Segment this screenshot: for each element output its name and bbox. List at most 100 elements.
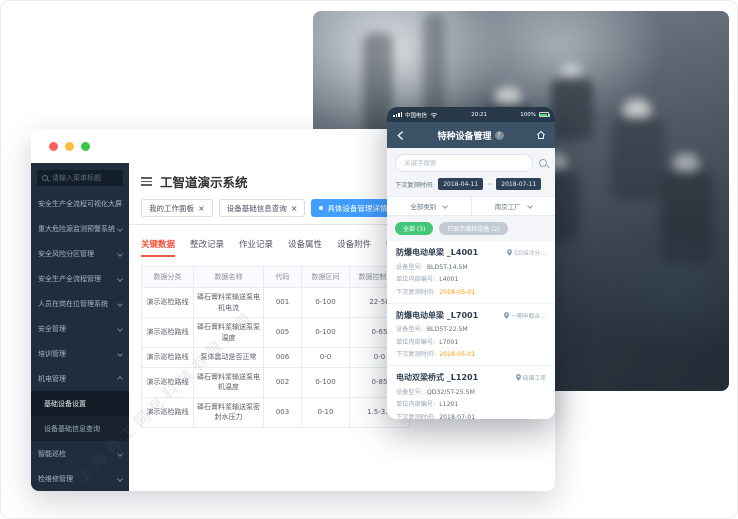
phone-body: 下次复测时间: 2018-04-11 ~ 2018-07-11 全部类别 南京工… bbox=[387, 148, 555, 419]
sidebar-item-training-mgmt[interactable]: 培训管理 bbox=[31, 341, 129, 366]
keyword-search-box[interactable] bbox=[395, 154, 533, 172]
location-pin-icon bbox=[515, 374, 521, 381]
cell: 演示巡检路线 bbox=[141, 317, 194, 348]
tab-device-accessories[interactable]: 设备附件 bbox=[337, 240, 372, 250]
table-header-row: 数据分类 数据名称 代码 数据区间 数据控制区间 bbox=[141, 266, 410, 288]
equipment-list: 防爆电动单梁 _L4001 CO深冷分… 设备型号: BLD5T-14.5M bbox=[387, 241, 555, 419]
open-tab-chips: 我的工作面板 设备基础信息查询 具体设备管理详情 bbox=[129, 196, 555, 225]
search-icon bbox=[42, 175, 48, 181]
help-badge-icon[interactable]: ? bbox=[494, 130, 504, 140]
main-header: 工智道演示系统 bbox=[129, 163, 555, 196]
chevron-down-icon bbox=[117, 250, 123, 257]
sidebar-item-safety-process[interactable]: 安全生产全流程管理 bbox=[31, 266, 129, 291]
close-icon[interactable] bbox=[291, 204, 298, 213]
sidebar-item-label: 设备基础信息查询 bbox=[44, 424, 100, 433]
col-header: 数据分类 bbox=[141, 266, 194, 288]
tab-work-records[interactable]: 作业记录 bbox=[239, 240, 274, 250]
category-dropdown[interactable]: 全部类别 bbox=[387, 197, 471, 215]
retest-date-filter: 下次复测时间: 2018-04-11 ~ 2018-07-11 bbox=[387, 177, 555, 196]
unit-code-line: 单位内部编号: L4001 bbox=[396, 274, 546, 283]
field-value: 2018-05-01 bbox=[439, 288, 476, 296]
date-from-button[interactable]: 2018-04-11 bbox=[438, 178, 484, 190]
sidebar-item-smart-inspection[interactable]: 智能巡检 bbox=[31, 441, 129, 466]
cell: 003 bbox=[263, 396, 302, 428]
field-value: 2018-07-01 bbox=[439, 413, 476, 420]
sidebar-subitem-device-info-query[interactable]: 设备基础信息查询 bbox=[31, 416, 129, 441]
main-content: 工智道演示系统 我的工作面板 设备基础信息查询 具体设备管理详情 bbox=[129, 163, 555, 491]
back-arrow-icon[interactable] bbox=[396, 130, 405, 140]
field-label: 下次复测时间: bbox=[396, 351, 436, 358]
zoom-window-dot[interactable] bbox=[81, 141, 90, 151]
chip-due-only[interactable]: 只显示临检设备 (2) bbox=[439, 222, 508, 235]
date-to-button[interactable]: 2018-07-11 bbox=[496, 178, 542, 190]
menu-search-input[interactable] bbox=[52, 174, 114, 182]
equipment-title: 防爆电动单梁 _L7001 bbox=[396, 310, 479, 320]
card-header: 电动双梁桥式 _L1201 硫磺工序 bbox=[396, 372, 546, 383]
tab-chip-workboard[interactable]: 我的工作面板 bbox=[141, 199, 213, 217]
tab-chip-label: 设备基础信息查询 bbox=[226, 203, 287, 213]
equipment-card[interactable]: 电动双梁桥式 _L1201 硫磺工序 设备型号: QD32/5T-25.5M bbox=[387, 366, 555, 419]
tab-key-data[interactable]: 关键数据 bbox=[141, 238, 176, 257]
sidebar-item-label: 重大危险源监测预警系统 bbox=[38, 224, 115, 233]
chevron-down-icon bbox=[117, 475, 123, 482]
sidebar-item-safety-mgmt[interactable]: 安全管理 bbox=[31, 316, 129, 341]
sidebar-subitem-basic-device-setup[interactable]: 基础设备设置 bbox=[31, 391, 129, 416]
tab-device-attributes[interactable]: 设备属性 bbox=[288, 240, 323, 250]
sidebar-item-visual-screen[interactable]: 安全生产全流程可视化大屏 bbox=[31, 191, 129, 216]
cell: 磷石膏料浆输送泵泵温度 bbox=[193, 317, 264, 348]
sidebar-item-personnel-onduty[interactable]: 人员在岗在位管理系统 bbox=[31, 291, 129, 316]
field-value: 2018-05-01 bbox=[439, 351, 476, 358]
card-header: 防爆电动单梁 _L4001 CO深冷分… bbox=[396, 247, 546, 258]
sidebar-item-label: 机电管理 bbox=[38, 374, 66, 383]
tab-chip-label: 我的工作面板 bbox=[149, 203, 194, 213]
sidebar-item-label: 基础设备设置 bbox=[44, 399, 86, 408]
field-label: 设备型号: bbox=[396, 263, 423, 271]
sidebar-item-label: 安全生产全流程可视化大屏 bbox=[38, 199, 122, 208]
chevron-down-icon bbox=[117, 225, 123, 232]
phone-search-row bbox=[387, 148, 555, 177]
equipment-title: 防爆电动单梁 _L4001 bbox=[396, 248, 479, 257]
next-retest-line: 下次复测时间: 2018-05-01 bbox=[396, 349, 546, 358]
location-text: CO深冷分… bbox=[514, 251, 546, 257]
status-left: 中国电信 bbox=[393, 111, 438, 119]
keyword-search-input[interactable] bbox=[404, 159, 524, 167]
menu-search-box[interactable] bbox=[37, 170, 123, 186]
close-icon[interactable] bbox=[198, 204, 205, 213]
close-window-dot[interactable] bbox=[49, 141, 58, 151]
next-retest-line: 下次复测时间: 2018-05-01 bbox=[396, 287, 546, 296]
chevron-down-icon bbox=[117, 325, 123, 332]
chip-all[interactable]: 全部 (3) bbox=[395, 222, 434, 235]
minimize-window-dot[interactable] bbox=[65, 141, 74, 151]
sidebar-item-maintenance-mgmt[interactable]: 检维修管理 bbox=[31, 466, 129, 491]
search-icon[interactable] bbox=[539, 159, 547, 167]
filter-chips-row: 全部 (3) 只显示临检设备 (2) bbox=[387, 216, 555, 241]
sidebar-item-risk-zone[interactable]: 安全风险分区管理 bbox=[31, 241, 129, 266]
cell: 磷石膏料浆输送泵电机温度 bbox=[193, 366, 264, 398]
dropdown-label: 南京工厂 bbox=[494, 203, 521, 211]
tab-chip-device-info-query[interactable]: 设备基础信息查询 bbox=[218, 199, 306, 217]
sidebar-item-electromechanical[interactable]: 机电管理 bbox=[31, 366, 129, 391]
cell: 002 bbox=[263, 366, 302, 398]
field-value: L7001 bbox=[439, 338, 459, 346]
sidebar-item-hazard-warning[interactable]: 重大危险源监测预警系统 bbox=[31, 216, 129, 241]
model-line: 设备型号: BLD5T-22.5M bbox=[396, 324, 546, 333]
cell: 0-100 bbox=[301, 366, 350, 398]
col-header: 数据区间 bbox=[301, 266, 350, 288]
desktop-app-window: 安全生产全流程可视化大屏 重大危险源监测预警系统 安全风险分区管理 安全生产全流… bbox=[31, 129, 555, 491]
cell: 演示巡检路线 bbox=[141, 287, 194, 318]
field-label: 下次复测时间: bbox=[396, 413, 436, 420]
equipment-card[interactable]: 防爆电动单梁 _L4001 CO深冷分… 设备型号: BLD5T-14.5M bbox=[387, 241, 555, 304]
table-row: 演示巡检路线 泵体震动是否正常 006 0-0 0-0 bbox=[141, 347, 410, 368]
cell: 磷石膏料浆输送泵电机电流 bbox=[193, 287, 264, 318]
clock-label: 20:21 bbox=[471, 111, 488, 118]
cell: 001 bbox=[263, 287, 302, 318]
field-value: QD32/5T-25.5M bbox=[426, 388, 475, 396]
tab-rectification-records[interactable]: 整改记录 bbox=[190, 240, 225, 250]
chevron-down-icon bbox=[117, 275, 123, 282]
hamburger-menu-icon[interactable] bbox=[141, 177, 152, 186]
chevron-down-icon bbox=[442, 203, 449, 209]
factory-dropdown[interactable]: 南京工厂 bbox=[470, 197, 556, 215]
home-icon[interactable] bbox=[536, 130, 546, 140]
equipment-card[interactable]: 防爆电动单梁 _L7001 一期甲醇合… 设备型号: BLD5T-22.5M bbox=[387, 304, 555, 366]
